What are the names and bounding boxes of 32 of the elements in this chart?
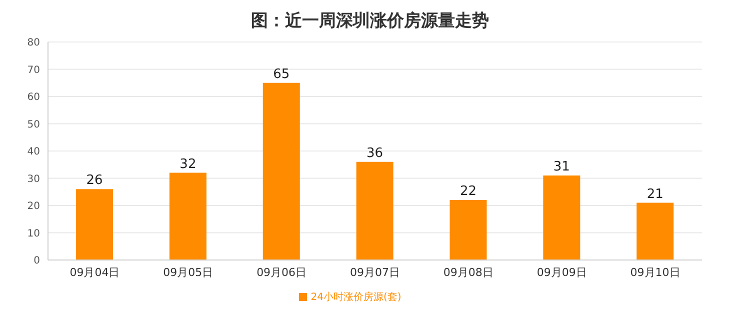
x-tick-label: 09月05日 [163, 266, 214, 279]
chart-title: 图：近一周深圳涨价房源量走势 [250, 10, 490, 33]
bar [356, 162, 394, 260]
data-label: 32 [180, 156, 196, 172]
legend-label: 24小时涨价房源(套) [310, 292, 402, 303]
data-label: 21 [646, 186, 664, 202]
data-label: 31 [553, 160, 570, 175]
data-label: 22 [460, 184, 477, 200]
data-label: 65 [273, 66, 290, 82]
bar [169, 172, 206, 260]
data-label: 26 [86, 173, 103, 188]
bar [76, 189, 114, 260]
y-tick-label: 0 [34, 256, 40, 267]
y-tick-label: 30 [27, 174, 40, 185]
bar [262, 82, 300, 260]
y-tick-label: 40 [27, 146, 40, 158]
x-tick-label: 09月06日 [256, 266, 307, 279]
x-tick-label: 09月10日 [630, 266, 680, 279]
y-tick-label: 80 [27, 38, 40, 49]
x-tick-label: 09月07日 [350, 266, 400, 279]
y-tick-label: 20 [27, 201, 40, 212]
y-tick-label: 10 [27, 228, 40, 240]
bar [450, 200, 487, 260]
y-tick-label: 60 [27, 92, 40, 104]
bar [543, 176, 580, 260]
y-tick-label: 50 [27, 119, 40, 130]
x-tick-label: 09月04日 [70, 266, 120, 279]
bar [636, 202, 674, 260]
data-label: 36 [366, 146, 384, 161]
x-tick-label: 09月09日 [536, 266, 587, 279]
y-tick-label: 70 [27, 64, 40, 76]
x-tick-label: 09月08日 [443, 266, 494, 279]
